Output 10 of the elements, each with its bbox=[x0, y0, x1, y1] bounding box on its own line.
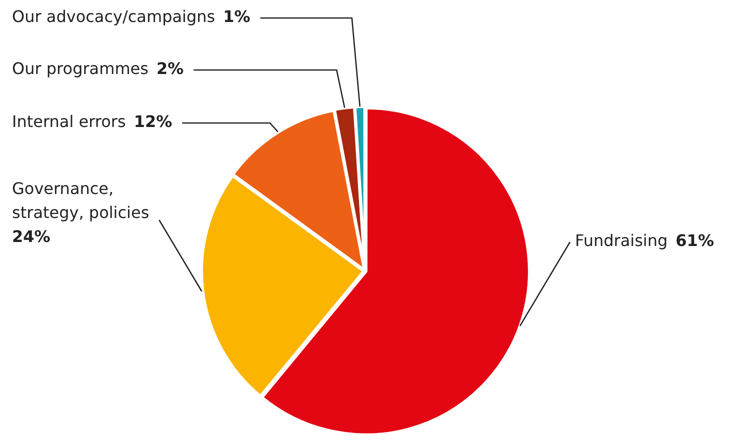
slice-label: Fundraising bbox=[575, 231, 668, 250]
data-label: 61% bbox=[676, 231, 714, 250]
slice-label: Governance, strategy, policies bbox=[12, 179, 150, 222]
data-label: 12% bbox=[134, 112, 172, 132]
slice-label: Internal errors bbox=[12, 112, 126, 132]
data-label: 2% bbox=[156, 59, 184, 78]
data-label: 24% bbox=[12, 227, 50, 246]
slice-label: Our programmes bbox=[12, 59, 148, 78]
slice-label: Our advocacy/campaigns bbox=[12, 7, 216, 26]
data-label: 1% bbox=[223, 7, 250, 26]
